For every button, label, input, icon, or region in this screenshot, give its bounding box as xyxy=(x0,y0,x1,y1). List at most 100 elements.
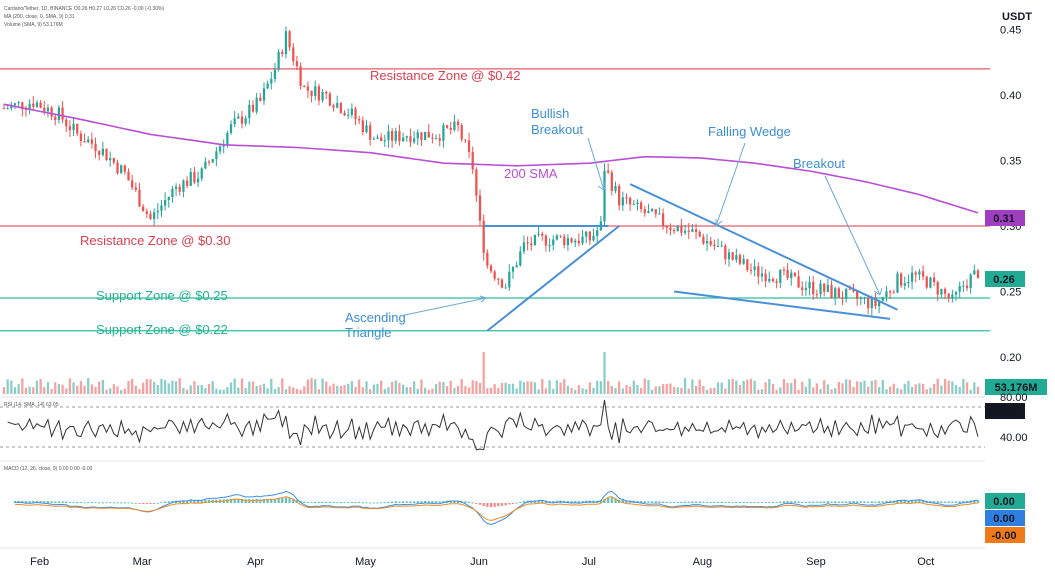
candlestick-series xyxy=(2,26,980,316)
macd-hist-bar xyxy=(753,502,756,504)
candle-body xyxy=(244,118,247,124)
candle-body xyxy=(229,124,233,133)
candle-body xyxy=(145,211,148,214)
price-axis[interactable]: 0.450.400.350.300.250.20 xyxy=(1000,25,1021,364)
macd-hist-bar xyxy=(683,501,687,503)
candle-body xyxy=(142,206,145,212)
volume-bar xyxy=(867,386,870,394)
macd-hist-bar xyxy=(574,500,577,503)
volume-bar xyxy=(541,378,544,394)
volume-bar xyxy=(295,388,299,394)
candle-body xyxy=(713,244,716,247)
macd-hist-bar xyxy=(636,500,639,503)
macd-hist-bar xyxy=(940,501,943,503)
candle-body xyxy=(691,229,694,232)
volume-bar xyxy=(742,380,745,394)
candle-body xyxy=(936,282,939,295)
volume-bar xyxy=(21,378,24,394)
candle-body xyxy=(504,287,507,289)
volume-bar xyxy=(332,383,335,394)
macd-hist-bar xyxy=(255,499,258,503)
volume-bar xyxy=(39,378,42,394)
volume-bar xyxy=(969,389,972,394)
volume-bar xyxy=(471,380,474,394)
candle-body xyxy=(771,278,775,282)
candle-body xyxy=(332,105,335,108)
volume-bar xyxy=(665,384,668,394)
macd-hist-bar xyxy=(339,502,343,504)
volume-bar xyxy=(808,378,811,394)
volume-bar xyxy=(453,387,456,394)
volume-bar xyxy=(925,389,928,394)
candle-body xyxy=(592,235,595,241)
time-tick-label: Oct xyxy=(917,556,934,568)
candle-body xyxy=(174,186,178,190)
candle-body xyxy=(552,239,555,246)
candle-body xyxy=(152,212,156,220)
candle-body xyxy=(570,238,573,243)
volume-bar xyxy=(401,384,405,394)
candle-body xyxy=(727,252,731,260)
macd-hist-bar xyxy=(716,501,720,503)
candle-body xyxy=(493,271,496,279)
volume-bar xyxy=(511,383,515,394)
candle-body xyxy=(471,152,474,170)
volume-bar xyxy=(834,388,837,394)
volume-bar xyxy=(167,383,170,394)
macd-hist-bar xyxy=(98,502,101,504)
candle-body xyxy=(753,266,756,270)
macd-hist-bar xyxy=(24,501,28,503)
volume-bar xyxy=(262,383,266,394)
macd-hist-bar xyxy=(500,503,504,506)
time-tick-label: Jun xyxy=(470,556,488,568)
candle-body xyxy=(431,137,434,139)
candle-body xyxy=(456,121,460,126)
annotation-arrows xyxy=(399,137,883,317)
time-tick-label: Apr xyxy=(247,556,264,568)
volume-bar xyxy=(350,381,353,394)
macd-hist-bar xyxy=(669,502,672,504)
arrow-falling-wedge xyxy=(715,142,746,227)
macd-hist-bar xyxy=(438,501,441,503)
volume-bar xyxy=(958,387,961,394)
sma-200-line xyxy=(3,103,979,214)
macd-hist-bar xyxy=(947,501,950,503)
candle-body xyxy=(303,85,306,87)
macd-hist-bar xyxy=(277,498,280,503)
macd-hist-bar xyxy=(621,500,624,503)
candle-body xyxy=(185,180,189,186)
macd-hist-bar xyxy=(398,501,401,503)
time-tick-label: Aug xyxy=(693,556,713,568)
macd-hist-bar xyxy=(240,498,244,503)
macd-hist-bar xyxy=(442,500,445,503)
candle-body xyxy=(475,169,478,196)
macd-hist-bar xyxy=(314,501,317,503)
candle-body xyxy=(918,271,921,275)
macd-hist-bar xyxy=(607,497,610,503)
volume-bar xyxy=(336,385,339,394)
candle-body xyxy=(83,141,86,143)
macd-hist-bar xyxy=(21,500,24,503)
candle-body xyxy=(222,145,225,147)
volume-bar xyxy=(552,388,555,394)
macd-hist-bar xyxy=(570,501,573,503)
macd-hist-bar xyxy=(735,501,738,503)
macd-hist-bar xyxy=(943,501,947,503)
volume-bar xyxy=(574,389,577,394)
annotation-support-025: Support Zone @ $0.25 xyxy=(96,288,228,303)
volume-bar xyxy=(383,388,386,394)
candle-body xyxy=(559,235,562,237)
candle-body xyxy=(79,133,83,142)
volume-bar xyxy=(570,387,573,394)
volume-bar xyxy=(654,386,657,394)
arrow-wedge-head xyxy=(715,219,723,227)
volume-bar xyxy=(284,389,288,394)
macd-hist-bar xyxy=(87,502,90,504)
candle-body xyxy=(749,269,753,271)
candle-body xyxy=(339,103,343,113)
time-axis[interactable]: Feb Mar Apr May Jun Jul Aug Sep Oct xyxy=(30,556,934,568)
macd-hist-bar xyxy=(57,501,61,503)
volume-bar xyxy=(391,381,394,394)
volume-bar xyxy=(621,388,624,394)
